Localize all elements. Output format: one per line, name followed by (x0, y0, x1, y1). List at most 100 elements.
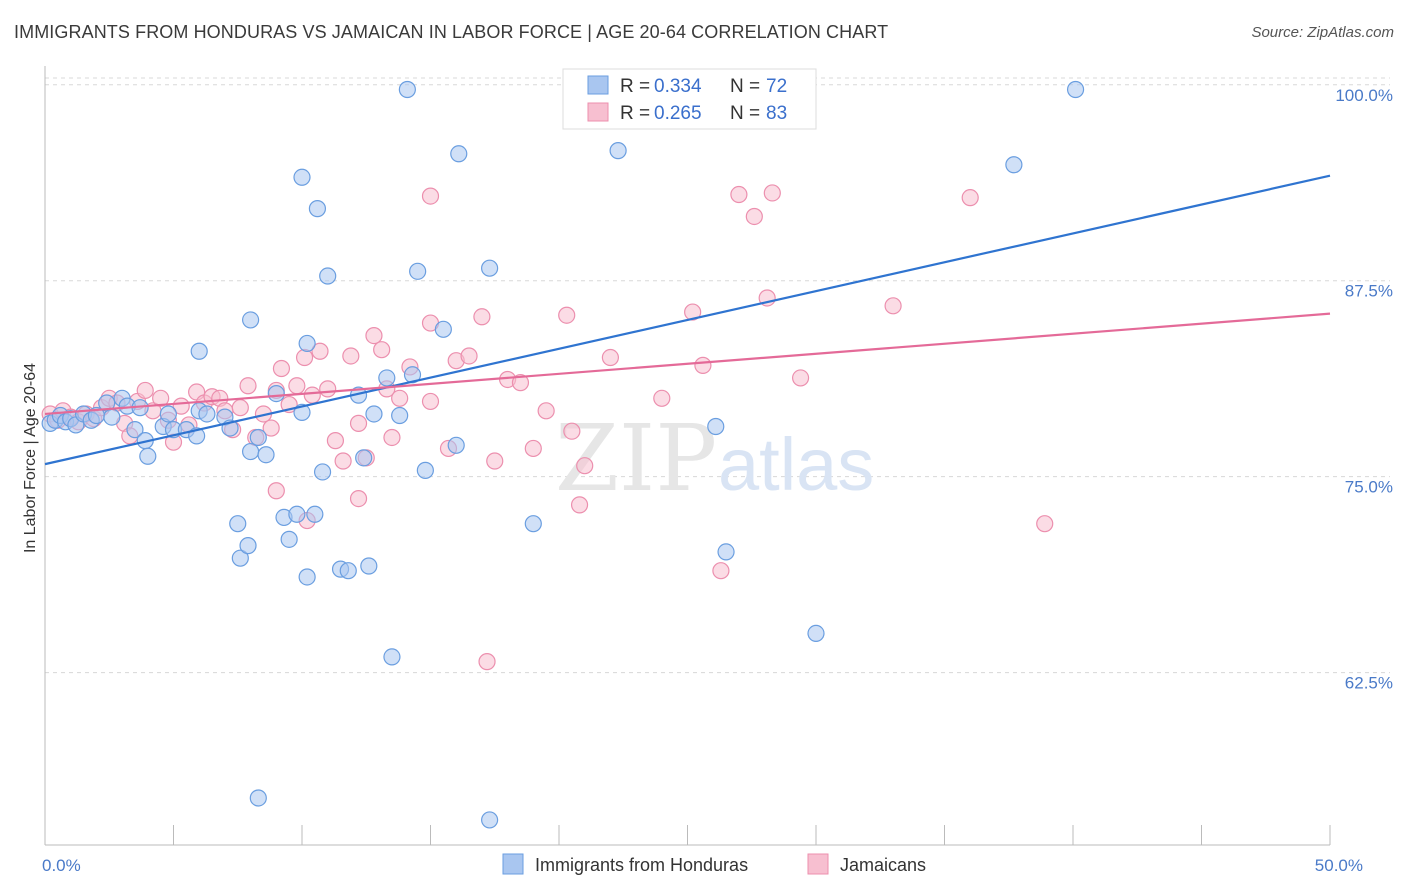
jamaicans-point-42 (349, 414, 368, 432)
jamaicans-point-45 (373, 341, 391, 359)
y-tick-labels: 100.0% 87.5% 75.0% 62.5% (1335, 86, 1393, 693)
jamaicans-point-62 (576, 457, 594, 475)
honduras-point-39 (313, 463, 332, 481)
jamaicans-point-27 (239, 377, 257, 395)
jamaicans-point-13 (136, 381, 154, 400)
y-tick-label-3: 62.5% (1345, 674, 1393, 693)
x-tick-label-1: 50.0% (1315, 856, 1363, 875)
honduras-point-52 (447, 436, 465, 454)
honduras-point-37 (298, 568, 316, 586)
bottom-legend-swatch-honduras (502, 853, 524, 875)
jamaicans-point-75 (1036, 515, 1054, 533)
honduras-point-38 (306, 505, 324, 523)
honduras-point-42 (339, 562, 357, 580)
jamaicans-point-56 (511, 374, 530, 392)
series-legend: Immigrants from Honduras Jamaicans (502, 853, 926, 875)
honduras-point-40 (319, 267, 337, 285)
honduras-point-51 (434, 320, 452, 338)
jamaicans-point-44 (365, 326, 383, 345)
honduras-point-59 (293, 168, 311, 186)
honduras-point-53 (524, 515, 542, 533)
honduras-point-66 (249, 789, 267, 807)
axes (44, 66, 1331, 846)
watermark-atlas: atlas (718, 423, 874, 506)
honduras-point-64 (450, 145, 468, 163)
legend-r-label-2: R = (620, 103, 650, 124)
jamaicans-point-41 (342, 347, 360, 365)
jamaicans-point-65 (684, 303, 702, 321)
jamaicans-point-81 (421, 187, 440, 205)
jamaicans-point-79 (421, 392, 440, 411)
jamaicans-point-59 (558, 306, 576, 324)
honduras-point-47 (378, 369, 396, 387)
y-tick-label-1: 87.5% (1345, 282, 1393, 301)
honduras-point-29 (242, 442, 260, 461)
stats-legend: R = 0.334 N = 72 R = 0.265 N = 83 (562, 68, 817, 130)
honduras-point-69 (298, 334, 316, 353)
legend-swatch-jamaicans (587, 102, 609, 122)
jamaicans-point-32 (272, 359, 291, 378)
jamaicans-point-53 (473, 308, 491, 326)
jamaicans-point-37 (311, 342, 329, 360)
honduras-point-35 (288, 505, 306, 523)
jamaicans-point-58 (537, 402, 555, 420)
honduras-point-65 (398, 80, 416, 99)
jamaicans-point-73 (884, 297, 902, 315)
jamaicans-point-76 (267, 482, 285, 500)
trend-lines (44, 174, 1331, 466)
x-tick-labels: 0.0% 50.0% (42, 856, 1363, 875)
honduras-point-56 (717, 543, 735, 561)
watermark-zip: ZIP (555, 405, 717, 512)
jamaicans-point-70 (763, 184, 781, 202)
jamaicans-point-74 (961, 189, 979, 207)
honduras-point-62 (409, 262, 427, 280)
jamaicans-point-67 (712, 562, 730, 580)
honduras-point-68 (1066, 80, 1085, 99)
honduras-point-31 (257, 446, 275, 464)
bottom-legend-label-honduras: Immigrants from Honduras (535, 855, 748, 875)
legend-swatch-honduras (587, 75, 609, 95)
jamaicans-point-72 (791, 369, 810, 387)
jamaicans-point-80 (478, 653, 496, 671)
honduras-point-45 (360, 557, 378, 575)
honduras-point-10 (103, 408, 121, 426)
legend-r-value-2: 0.265 (654, 103, 702, 124)
jamaicans-point-61 (570, 496, 589, 514)
jamaicans-point-47 (391, 389, 409, 407)
legend-r-label-1: R = (620, 76, 650, 97)
honduras-point-26 (229, 515, 247, 533)
jamaicans-point-38 (319, 380, 337, 398)
honduras-point-46 (365, 405, 383, 423)
honduras-point-61 (383, 648, 401, 666)
chart-source: Source: ZipAtlas.com (1251, 24, 1394, 41)
honduras-point-63 (481, 259, 499, 277)
jamaicans-point-36 (303, 386, 321, 404)
legend-n-label-1: N = (730, 76, 760, 97)
honduras-point-71 (242, 311, 260, 329)
jamaicans-point-63 (601, 348, 620, 367)
honduras-point-16 (139, 447, 157, 465)
jamaicans-point-57 (524, 439, 542, 458)
x-tick-label-0: 0.0% (42, 856, 81, 875)
honduras-point-49 (403, 366, 422, 384)
honduras-point-27 (231, 549, 249, 567)
legend-n-label-2: N = (730, 103, 760, 124)
legend-r-value-1: 0.334 (654, 76, 702, 97)
jamaicans-point-30 (262, 419, 280, 437)
honduras-point-67 (481, 811, 499, 829)
jamaicans-point-68 (730, 185, 748, 204)
jamaicans-point-78 (349, 490, 368, 508)
chart-title: IMMIGRANTS FROM HONDURAS VS JAMAICAN IN … (14, 22, 889, 42)
honduras-point-18 (159, 405, 177, 423)
honduras-point-57 (807, 624, 825, 643)
honduras-point-32 (267, 384, 285, 403)
honduras-point-28 (239, 537, 257, 555)
y-axis-label: In Labor Force | Age 20-64 (22, 363, 39, 553)
jamaicans-point-60 (563, 422, 581, 440)
jamaicans-point-69 (745, 207, 763, 226)
jamaicans-point-34 (288, 377, 306, 395)
honduras-point-70 (190, 342, 208, 360)
honduras-point-60 (308, 200, 327, 218)
honduras-point-50 (416, 461, 434, 479)
bottom-legend-swatch-jamaicans (807, 853, 829, 875)
